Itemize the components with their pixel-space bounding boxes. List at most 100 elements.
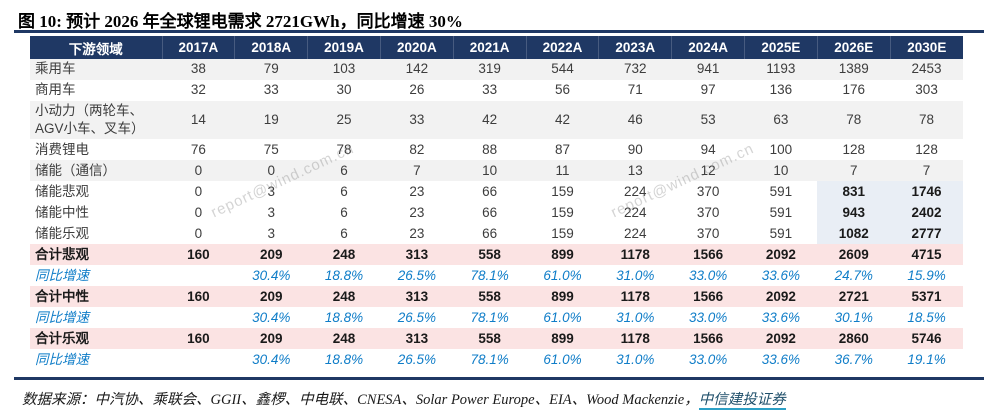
row-label: 小动力（两轮车、AGV小车、叉车） <box>30 101 162 140</box>
cell: 38 <box>162 59 235 80</box>
table-row-storage: 储能悲观 0 3 6 23 66 159 224 370 591 831 1746 <box>30 181 963 203</box>
cell: 42 <box>526 101 599 140</box>
cell: 78.1% <box>453 307 527 329</box>
cell: 313 <box>380 244 454 266</box>
cell: 24.7% <box>817 265 891 287</box>
cell: 209 <box>234 328 308 350</box>
cell: 78 <box>307 139 381 161</box>
cell: 248 <box>307 244 381 266</box>
table-row-stripe: 乘用车 38 79 103 142 319 544 732 941 1193 1389 2453 <box>30 59 963 80</box>
cell: 1082 <box>817 223 891 245</box>
cell: 61.0% <box>526 349 599 371</box>
cell: 26.5% <box>380 265 454 287</box>
cell: 1178 <box>598 328 672 350</box>
table-row-total: 合计乐观 160 209 248 313 558 899 1178 1566 2092 2860 57… <box>30 328 963 350</box>
table-row-growth: 同比增速 30.4% 18.8% 26.5% 78.1% 61.0% 31.0% 33.0% 3… <box>30 307 963 329</box>
lithium-demand-table: 下游领域 2017A 2018A 2019A 2020A 2021A 2022A 2023A 2… <box>30 36 963 371</box>
cell: 66 <box>453 223 527 245</box>
cell: 224 <box>598 181 672 203</box>
cell: 33.0% <box>671 307 745 329</box>
cell: 11 <box>526 160 599 182</box>
cell: 26.5% <box>380 349 454 371</box>
col-header-year: 2025E <box>744 36 818 59</box>
broker-source-link[interactable]: 中信建投证券 <box>698 392 786 410</box>
col-header-year: 2024A <box>671 36 745 59</box>
cell: 1178 <box>598 244 672 266</box>
row-label: 合计悲观 <box>30 244 162 266</box>
cell: 899 <box>526 286 599 308</box>
cell: 103 <box>307 59 381 80</box>
cell: 7 <box>817 160 891 182</box>
cell: 0 <box>234 160 308 182</box>
col-header-year: 2018A <box>234 36 308 59</box>
row-label: 储能中性 <box>30 202 162 224</box>
cell: 12 <box>671 160 745 182</box>
cell: 1746 <box>890 181 963 203</box>
cell: 94 <box>671 139 745 161</box>
cell: 30 <box>307 80 381 101</box>
cell: 82 <box>380 139 454 161</box>
cell: 75 <box>234 139 308 161</box>
cell: 71 <box>598 80 672 101</box>
row-label: 乘用车 <box>30 59 162 80</box>
col-header-year: 2020A <box>379 36 454 59</box>
cell: 899 <box>526 328 599 350</box>
cell: 10 <box>744 160 818 182</box>
cell: 23 <box>380 181 454 203</box>
cell: 33 <box>453 80 527 101</box>
row-label: 消费锂电 <box>30 139 162 161</box>
cell: 10 <box>453 160 527 182</box>
cell: 53 <box>671 101 745 140</box>
col-header-year: 2021A <box>452 36 527 59</box>
cell: 46 <box>598 101 672 140</box>
cell: 79 <box>234 59 308 80</box>
cell: 128 <box>817 139 891 161</box>
cell: 1389 <box>817 59 891 80</box>
row-label: 储能乐观 <box>30 223 162 245</box>
cell: 100 <box>744 139 818 161</box>
cell: 319 <box>453 59 527 80</box>
cell: 19.1% <box>890 349 963 371</box>
cell: 591 <box>744 223 818 245</box>
cell: 591 <box>744 181 818 203</box>
title-divider-rule <box>14 30 984 33</box>
data-source-note: 数据来源：中汽协、乘联会、GGII、鑫椤、中电联、CNESA、Solar Pow… <box>22 388 786 410</box>
cell: 30.1% <box>817 307 891 329</box>
cell: 18.8% <box>307 349 381 371</box>
row-label: 同比增速 <box>30 307 162 329</box>
table-row-growth: 同比增速 30.4% 18.8% 26.5% 78.1% 61.0% 31.0% 33.0% 3… <box>30 349 963 371</box>
cell: 18.8% <box>307 307 381 329</box>
cell: 88 <box>453 139 527 161</box>
data-source-text: 数据来源：中汽协、乘联会、GGII、鑫椤、中电联、CNESA、Solar Pow… <box>22 392 699 408</box>
cell: 1566 <box>671 244 745 266</box>
table-row-growth: 同比增速 30.4% 18.8% 26.5% 78.1% 61.0% 31.0% 33.0% 3… <box>30 265 963 287</box>
cell: 61.0% <box>526 307 599 329</box>
cell: 3 <box>234 223 308 245</box>
cell: 209 <box>234 286 308 308</box>
table-row-total: 合计中性 160 209 248 313 558 899 1178 1566 2092 2721 53… <box>30 286 963 308</box>
col-header-year: 2030E <box>889 36 963 59</box>
col-header-year: 2019A <box>307 36 381 59</box>
cell: 32 <box>162 80 235 101</box>
cell: 63 <box>744 101 818 140</box>
cell: 2609 <box>817 244 891 266</box>
cell: 558 <box>453 244 527 266</box>
cell: 6 <box>307 223 381 245</box>
cell: 224 <box>598 202 672 224</box>
row-label: 同比增速 <box>30 349 162 371</box>
cell: 0 <box>162 202 235 224</box>
cell: 87 <box>526 139 599 161</box>
table-row-plain: 商用车 32 33 30 26 33 56 71 97 136 176 303 <box>30 80 963 101</box>
cell: 2092 <box>744 328 818 350</box>
cell: 558 <box>453 286 527 308</box>
cell: 224 <box>598 223 672 245</box>
cell: 6 <box>307 202 381 224</box>
cell: 2453 <box>890 59 963 80</box>
cell <box>162 349 235 371</box>
cell: 128 <box>890 139 963 161</box>
row-label: 同比增速 <box>30 265 162 287</box>
cell: 303 <box>890 80 963 101</box>
table-row-stripe: 小动力（两轮车、AGV小车、叉车） 14 19 25 33 42 42 46 53 63 78 78 <box>30 101 963 140</box>
col-header-year: 2023A <box>598 36 672 59</box>
cell: 14 <box>162 101 235 140</box>
